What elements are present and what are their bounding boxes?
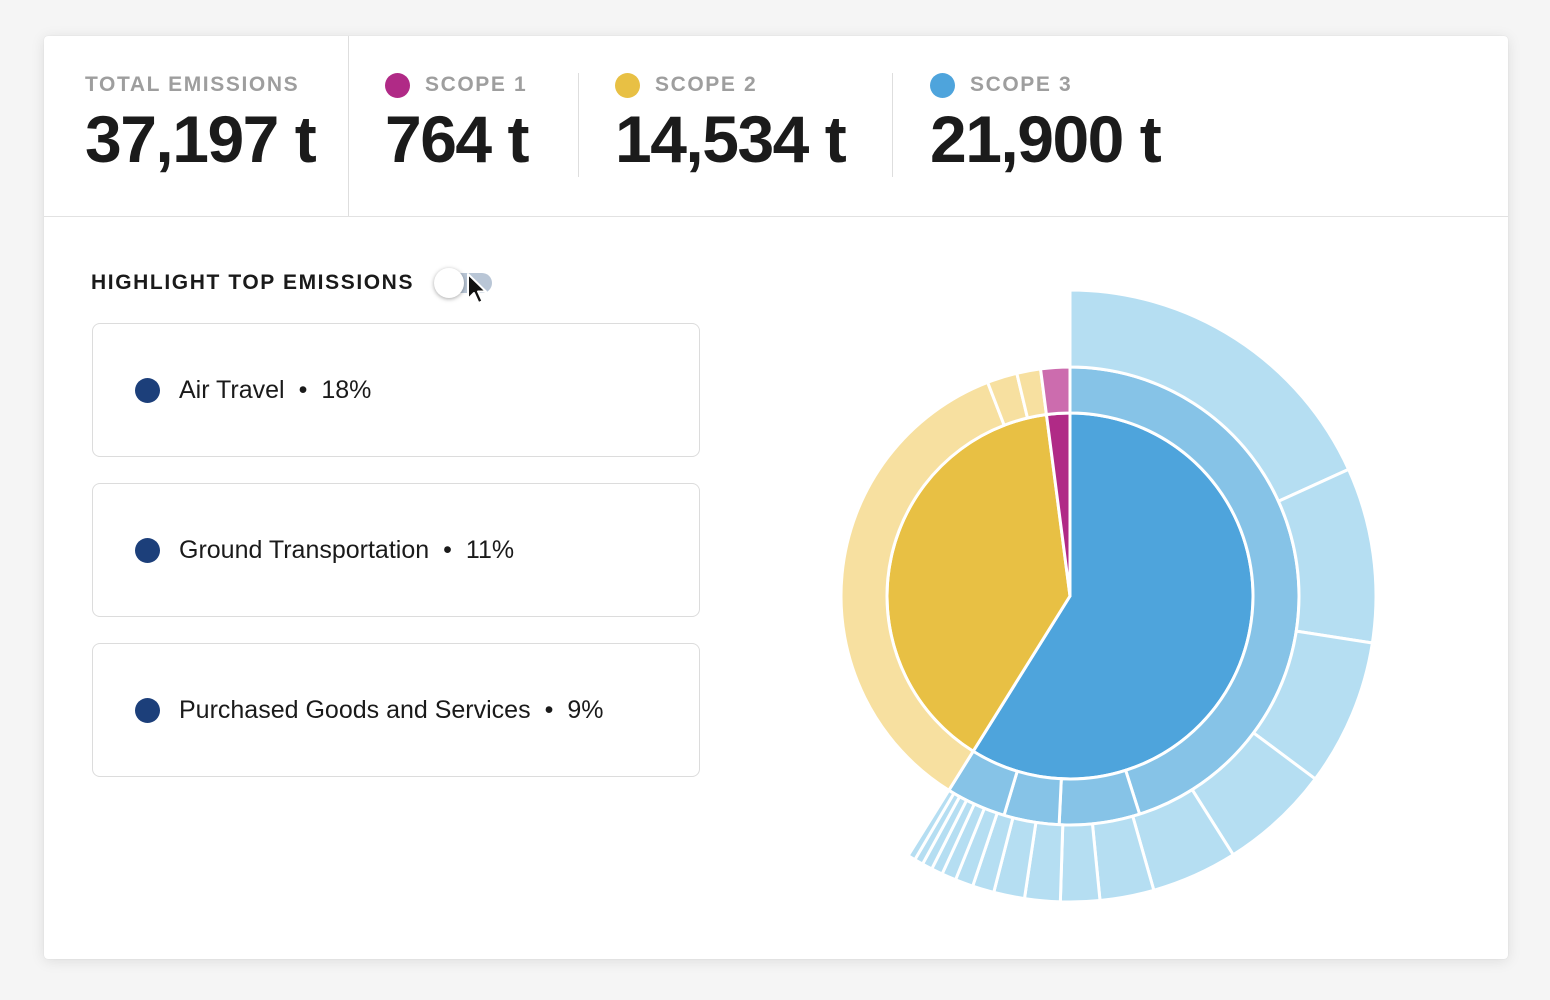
scope-3-dot bbox=[930, 72, 955, 98]
emission-name: Ground Transportation bbox=[179, 535, 430, 564]
stat-scope-3-label: SCOPE 3 bbox=[970, 73, 1073, 96]
stat-divider bbox=[348, 36, 349, 216]
emissions-sunburst-chart bbox=[839, 288, 1378, 904]
top-emissions-list: Air Travel • 18% Ground Transportation •… bbox=[92, 323, 700, 803]
stat-scope-2-value: 14,534 t bbox=[615, 102, 847, 176]
stat-scope-1: SCOPE 1 764 t bbox=[385, 72, 529, 176]
stat-scope-3: SCOPE 3 21,900 t bbox=[930, 72, 1162, 176]
highlight-label: HIGHLIGHT TOP EMISSIONS bbox=[91, 271, 415, 294]
emission-item-ground-transportation[interactable]: Ground Transportation • 11% bbox=[92, 483, 700, 617]
emission-percent: 9% bbox=[567, 695, 604, 724]
stat-scope-3-value: 21,900 t bbox=[930, 102, 1162, 176]
scope-2-dot bbox=[615, 72, 640, 98]
stats-header: TOTAL EMISSIONS 37,197 t SCOPE 1 764 t S… bbox=[44, 36, 1508, 217]
emission-percent: 18% bbox=[321, 375, 372, 404]
stat-total-label: TOTAL EMISSIONS bbox=[85, 73, 300, 96]
category-slice-8[interactable] bbox=[1039, 365, 1072, 417]
bullet-separator: • bbox=[298, 375, 308, 404]
emission-item-purchased-goods[interactable]: Purchased Goods and Services • 9% bbox=[92, 643, 700, 777]
stat-scope-2-label: SCOPE 2 bbox=[655, 73, 758, 96]
stat-scope-1-label: SCOPE 1 bbox=[425, 73, 528, 96]
stat-total: TOTAL EMISSIONS 37,197 t bbox=[85, 72, 317, 176]
stat-scope-2: SCOPE 2 14,534 t bbox=[615, 72, 847, 176]
category-slice-5[interactable] bbox=[839, 380, 1006, 792]
stat-scope-1-value: 764 t bbox=[385, 102, 529, 176]
category-dot-icon bbox=[135, 377, 160, 403]
subcategory-slice-7[interactable] bbox=[1058, 822, 1102, 904]
category-dot-icon bbox=[135, 537, 160, 563]
bullet-separator: • bbox=[443, 535, 452, 564]
scope-1-dot bbox=[385, 72, 410, 98]
emission-name: Air Travel bbox=[179, 375, 285, 404]
emission-item-air-travel[interactable]: Air Travel • 18% bbox=[92, 323, 700, 457]
category-dot-icon bbox=[135, 697, 160, 723]
subcategory-slice-16[interactable] bbox=[906, 788, 956, 862]
emission-percent: 11% bbox=[465, 535, 515, 564]
stat-divider bbox=[578, 73, 579, 177]
emissions-card: TOTAL EMISSIONS 37,197 t SCOPE 1 764 t S… bbox=[44, 36, 1508, 959]
stat-total-value: 37,197 t bbox=[85, 102, 317, 176]
bullet-separator: • bbox=[544, 695, 554, 724]
emission-name: Purchased Goods and Services bbox=[179, 695, 531, 724]
toggle-knob[interactable] bbox=[434, 268, 465, 298]
stat-divider bbox=[892, 73, 893, 177]
mouse-cursor-icon bbox=[467, 273, 487, 304]
